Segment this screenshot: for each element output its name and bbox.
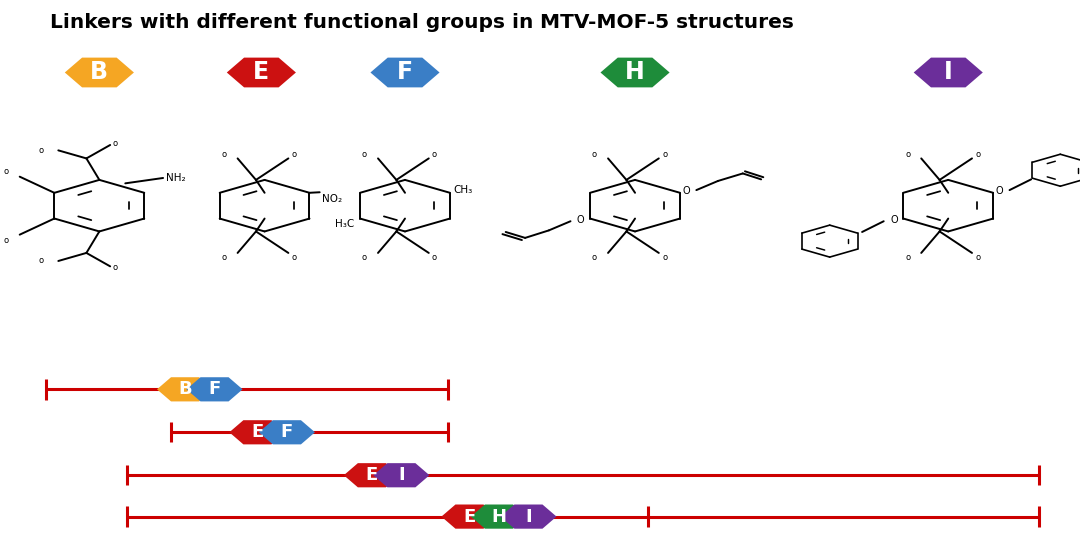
Text: E: E: [254, 61, 269, 84]
Text: o: o: [362, 253, 367, 262]
Text: o: o: [292, 253, 297, 262]
Text: o: o: [221, 150, 227, 158]
Text: B: B: [178, 380, 192, 398]
Text: E: E: [463, 507, 475, 526]
Text: o: o: [975, 253, 981, 262]
Text: NH₂: NH₂: [166, 173, 186, 183]
Text: F: F: [281, 423, 293, 441]
Text: o: o: [905, 150, 910, 158]
Text: B: B: [91, 61, 108, 84]
Text: o: o: [38, 257, 43, 265]
Text: O: O: [890, 215, 897, 225]
Polygon shape: [374, 463, 430, 488]
Text: o: o: [112, 263, 118, 272]
Polygon shape: [442, 504, 498, 529]
Text: o: o: [662, 253, 667, 262]
Text: MTV-MOF-5 structures: MTV-MOF-5 structures: [540, 13, 794, 32]
Text: o: o: [975, 150, 981, 158]
Polygon shape: [157, 377, 213, 402]
Polygon shape: [343, 463, 400, 488]
Text: o: o: [432, 150, 437, 158]
Text: E: E: [366, 466, 378, 484]
Text: I: I: [399, 466, 405, 484]
Text: o: o: [432, 253, 437, 262]
Polygon shape: [370, 57, 440, 88]
Polygon shape: [187, 377, 243, 402]
Text: o: o: [221, 253, 227, 262]
Text: o: o: [362, 150, 367, 158]
Text: o: o: [592, 253, 597, 262]
Text: H: H: [625, 61, 645, 84]
Text: o: o: [592, 150, 597, 158]
Text: I: I: [944, 61, 953, 84]
Text: o: o: [3, 167, 9, 176]
Text: Linkers with different functional groups in: Linkers with different functional groups…: [50, 13, 540, 32]
Polygon shape: [229, 420, 285, 445]
Text: CH₃: CH₃: [454, 185, 473, 195]
Text: o: o: [292, 150, 297, 158]
Text: o: o: [38, 146, 43, 155]
Text: o: o: [3, 236, 9, 244]
Text: I: I: [525, 507, 531, 526]
Text: O: O: [683, 186, 690, 196]
Polygon shape: [600, 57, 670, 88]
Polygon shape: [227, 57, 296, 88]
Text: o: o: [112, 140, 118, 148]
Text: NO₂: NO₂: [322, 194, 342, 204]
Polygon shape: [65, 57, 134, 88]
Polygon shape: [471, 504, 527, 529]
Text: F: F: [208, 380, 220, 398]
Text: H₃C: H₃C: [335, 219, 354, 229]
Text: F: F: [397, 61, 413, 84]
Text: O: O: [996, 186, 1003, 196]
Text: o: o: [662, 150, 667, 158]
Polygon shape: [914, 57, 983, 88]
Polygon shape: [259, 420, 315, 445]
Polygon shape: [500, 504, 556, 529]
Text: O: O: [577, 215, 584, 225]
Text: E: E: [252, 423, 264, 441]
Text: H: H: [491, 507, 507, 526]
Text: o: o: [905, 253, 910, 262]
